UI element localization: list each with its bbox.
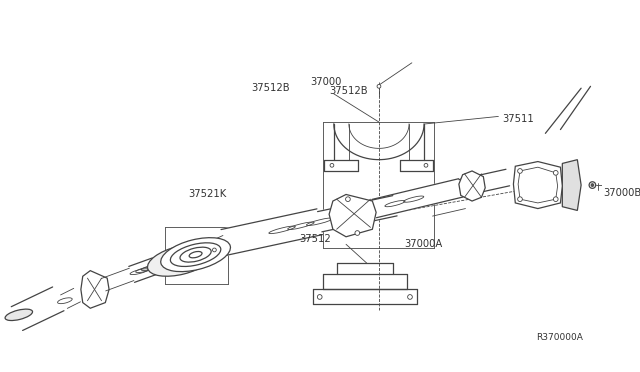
Text: 37000A: 37000A bbox=[404, 239, 443, 249]
Polygon shape bbox=[200, 235, 228, 258]
Ellipse shape bbox=[212, 248, 216, 252]
Polygon shape bbox=[12, 287, 64, 330]
Polygon shape bbox=[459, 171, 485, 201]
Text: 37512B: 37512B bbox=[329, 86, 368, 96]
Ellipse shape bbox=[330, 163, 334, 167]
Polygon shape bbox=[81, 270, 109, 308]
Ellipse shape bbox=[377, 84, 381, 88]
Text: 37512: 37512 bbox=[299, 234, 331, 244]
Ellipse shape bbox=[408, 295, 412, 299]
Ellipse shape bbox=[189, 251, 202, 258]
Polygon shape bbox=[329, 195, 376, 237]
Polygon shape bbox=[129, 258, 158, 282]
Polygon shape bbox=[372, 179, 463, 218]
Ellipse shape bbox=[5, 309, 33, 321]
Polygon shape bbox=[101, 268, 134, 291]
Ellipse shape bbox=[589, 182, 596, 188]
Text: 37521K: 37521K bbox=[188, 189, 227, 199]
Ellipse shape bbox=[554, 170, 558, 175]
Ellipse shape bbox=[317, 295, 322, 299]
Ellipse shape bbox=[58, 298, 72, 304]
Polygon shape bbox=[61, 288, 81, 308]
Ellipse shape bbox=[518, 169, 522, 173]
Polygon shape bbox=[221, 209, 323, 255]
Text: 37511: 37511 bbox=[502, 114, 534, 124]
Polygon shape bbox=[317, 196, 397, 232]
Polygon shape bbox=[563, 160, 581, 211]
Polygon shape bbox=[459, 169, 509, 196]
Polygon shape bbox=[154, 254, 182, 272]
Ellipse shape bbox=[211, 247, 218, 253]
Ellipse shape bbox=[554, 197, 558, 202]
Polygon shape bbox=[513, 161, 563, 209]
Ellipse shape bbox=[170, 243, 221, 266]
Ellipse shape bbox=[424, 163, 428, 167]
Ellipse shape bbox=[591, 184, 594, 186]
Ellipse shape bbox=[346, 197, 350, 202]
Ellipse shape bbox=[518, 197, 522, 202]
Text: R370000A: R370000A bbox=[536, 333, 583, 342]
Text: 37000B: 37000B bbox=[604, 187, 640, 198]
Ellipse shape bbox=[161, 238, 230, 272]
Ellipse shape bbox=[180, 247, 211, 262]
Text: 37000: 37000 bbox=[310, 77, 342, 87]
Ellipse shape bbox=[147, 244, 214, 276]
Ellipse shape bbox=[355, 231, 360, 235]
Text: 37512B: 37512B bbox=[251, 83, 290, 93]
